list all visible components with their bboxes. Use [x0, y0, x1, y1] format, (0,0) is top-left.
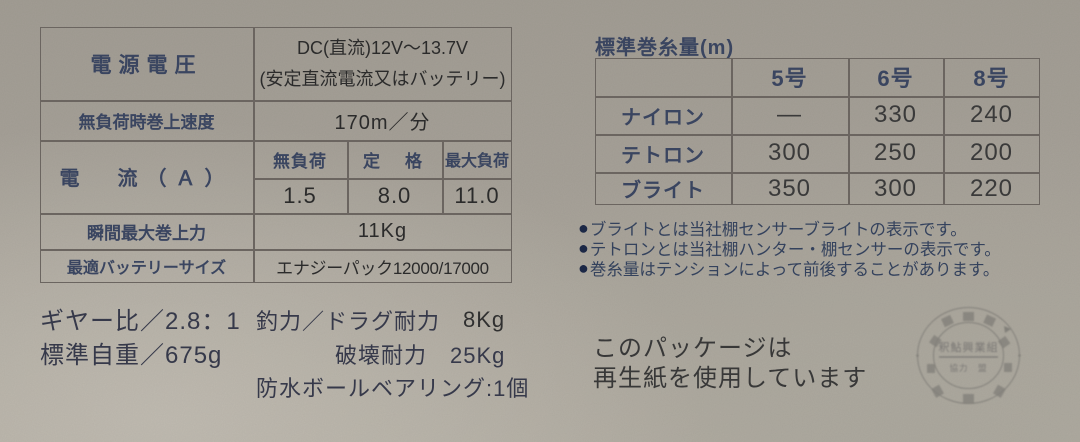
- svg-text:協力 盟: 協力 盟: [949, 363, 987, 373]
- svg-text:釈鮎興業組: 釈鮎興業組: [939, 340, 999, 354]
